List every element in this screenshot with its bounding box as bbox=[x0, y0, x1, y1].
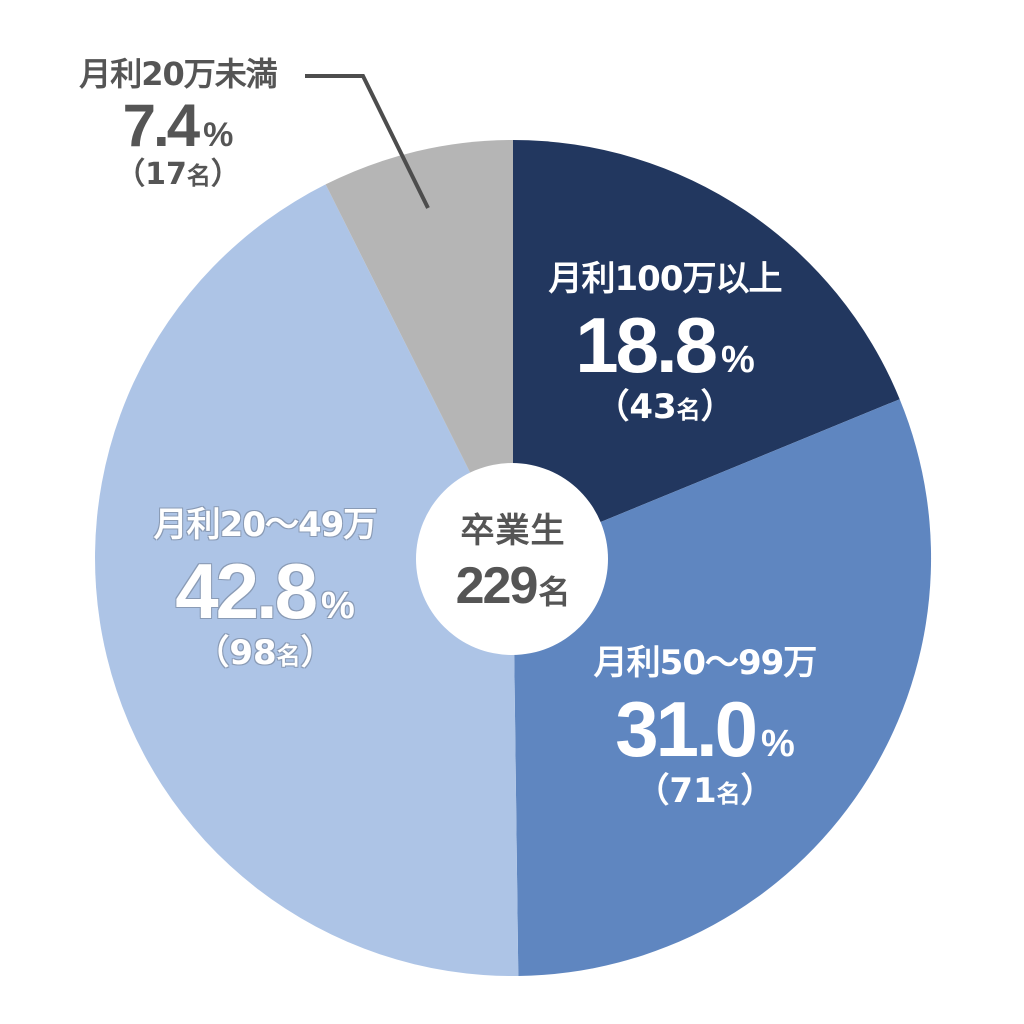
slice-100man-ijou[interactable] bbox=[513, 139, 900, 558]
category-label: 月利20〜49万 bbox=[153, 505, 378, 545]
slice-50-99man[interactable] bbox=[513, 399, 932, 976]
center-title: 卒業生 bbox=[460, 510, 566, 551]
center-total-label: 卒業生 229名 bbox=[417, 463, 609, 655]
label-50-99man: 月利50〜99万 31.0% （71名） bbox=[560, 646, 850, 808]
label-20man-miman: 月利20万未満 7.4% （17名） bbox=[48, 58, 308, 190]
center-hole bbox=[416, 463, 608, 655]
label-20-49man: 月利20〜49万 42.8% （98名） bbox=[120, 508, 410, 670]
percent-value: 31.0% bbox=[615, 685, 795, 773]
label-100man-ijou: 月利100万以上 18.8% （43名） bbox=[510, 262, 820, 424]
count-value: （17名） bbox=[115, 157, 241, 192]
percent-value: 18.8% bbox=[575, 301, 755, 389]
category-label: 月利100万以上 bbox=[548, 259, 783, 299]
center-total: 229名 bbox=[455, 556, 571, 615]
count-value: （43名） bbox=[595, 387, 735, 427]
percent-value: 7.4% bbox=[122, 92, 234, 159]
percent-value: 42.8% bbox=[175, 547, 355, 635]
leader-line bbox=[305, 74, 430, 209]
count-value: （98名） bbox=[195, 633, 335, 673]
slice-20-49man[interactable] bbox=[95, 184, 519, 977]
category-label: 月利20万未満 bbox=[79, 55, 278, 93]
count-value: （71名） bbox=[635, 771, 775, 811]
slice-20man-miman[interactable] bbox=[325, 140, 513, 558]
category-label: 月利50〜99万 bbox=[593, 643, 818, 683]
